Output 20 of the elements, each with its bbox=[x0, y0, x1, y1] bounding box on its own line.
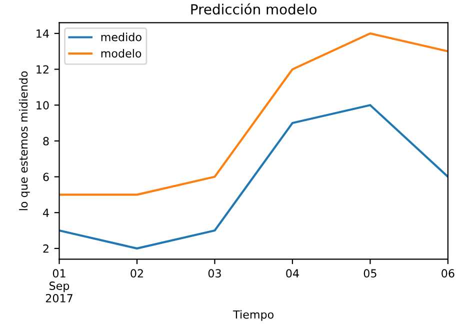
legend-label: medido bbox=[101, 32, 142, 42]
chart-title: Predicción modelo bbox=[191, 3, 316, 15]
x-axis-title: Tiempo bbox=[233, 310, 274, 321]
x-tick-label: 04 bbox=[286, 269, 299, 278]
y-tick-label: 2 bbox=[43, 244, 48, 253]
y-tick-label: 12 bbox=[36, 65, 48, 74]
x-tick-label: 06 bbox=[442, 269, 454, 278]
y-tick-label: 14 bbox=[36, 30, 49, 38]
x-tick-label: 05 bbox=[364, 269, 376, 278]
y-tick-label: 6 bbox=[43, 172, 49, 182]
line-series bbox=[59, 104, 448, 250]
y-tick-label: 4 bbox=[43, 208, 49, 217]
y-tick-label: 10 bbox=[36, 101, 49, 110]
y-tick-label: 8 bbox=[43, 136, 49, 146]
legend-label: modelo bbox=[101, 48, 142, 58]
x-tick-label: 01 Sep 2017 bbox=[46, 269, 72, 302]
y-axis-title: lo que estemos midiendo bbox=[19, 71, 30, 210]
x-tick-label: 03 bbox=[208, 269, 221, 278]
x-tick-label: 02 bbox=[130, 269, 143, 278]
line-series bbox=[59, 32, 448, 196]
